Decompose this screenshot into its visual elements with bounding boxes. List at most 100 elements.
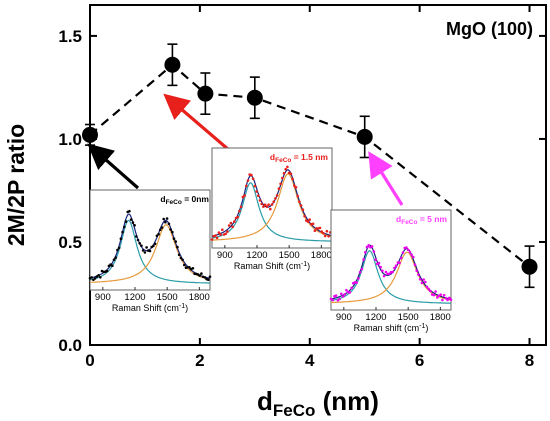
inset-data-dot [301, 208, 305, 211]
inset-data-dot [112, 258, 116, 261]
inset-data-dot [391, 270, 394, 274]
inset-data-dot [398, 261, 401, 265]
x-tick-label: 2 [195, 351, 204, 370]
inset-d-peak-fit [330, 251, 452, 304]
inset-data-dot [105, 269, 109, 273]
inset-data-dot [114, 256, 117, 259]
inset-data-dot [172, 237, 176, 240]
inset-data-dot [255, 190, 258, 193]
inset-data-dot [181, 258, 184, 262]
inset-data-dot [267, 203, 270, 206]
inset-data-dot [262, 205, 265, 208]
inset-g-peak-fit [211, 182, 332, 242]
inset-data-dot [422, 278, 425, 281]
inset-tick-label: 1800 [189, 292, 210, 303]
inset-data-dot [124, 220, 128, 223]
inset-label-sub: FeCo [166, 199, 182, 206]
inset-data-dot [377, 261, 381, 265]
inset-label-sub: FeCo [401, 219, 417, 226]
inset-data-dot [311, 222, 315, 226]
data-point [82, 126, 98, 143]
inset-data-dot [131, 221, 135, 224]
inset-data-dot [320, 230, 323, 233]
inset-data-dot [275, 194, 279, 197]
tick-labels: 0 2 4 6 8 0.0 0.5 1.0 1.5 [58, 27, 534, 370]
inset-data-dot [350, 286, 353, 290]
inset-data-dot [97, 274, 100, 277]
inset-data-dot [308, 218, 311, 221]
inset-data-dot [265, 205, 269, 208]
inset-data-dot [432, 293, 436, 297]
inset-g-peak-fit [89, 219, 210, 284]
inset-data-dot [129, 218, 133, 221]
inset-data-dot [293, 184, 296, 187]
inset-data-dot [323, 234, 327, 238]
inset-thickness-label: dFeCo = 0nm [160, 194, 209, 206]
inset-data-dot [239, 205, 243, 209]
inset-data-dot [401, 251, 405, 254]
x-axis-title-unit: (nm) [315, 386, 379, 416]
inset-data-dot [405, 246, 408, 249]
inset-data-dot [246, 179, 250, 182]
inset-thickness-label: dFeCo = 5 nm [396, 214, 447, 226]
y-tick-label: 1.0 [58, 130, 82, 149]
inset-data-dot [90, 276, 93, 279]
inset-data-dot [141, 249, 145, 252]
inset-data-dot [263, 203, 267, 206]
x-tick-label: 4 [305, 351, 315, 370]
inset-data-dot [243, 194, 246, 197]
inset-data-dot [219, 233, 222, 236]
inset-data-dot [364, 251, 367, 254]
inset-data-dot [116, 248, 119, 252]
inset-data-dot [171, 230, 174, 234]
inset-arrow-5nm [368, 151, 404, 206]
inset-data-dot [162, 217, 165, 221]
inset-data-dot [200, 272, 203, 275]
inset-frame [89, 189, 211, 291]
inset-data-dot [345, 288, 348, 292]
inset-tick-label: 900 [336, 312, 352, 323]
inset-x-label-end: ) [425, 323, 428, 333]
inset-data-dot [119, 237, 123, 240]
inset-data-dot [117, 246, 121, 250]
inset-x-label: Raman Shift (cm-1) [112, 303, 188, 313]
inset-data-dot [294, 186, 298, 189]
inset-data-dot [153, 242, 157, 246]
x-axis-title-main: d [257, 386, 273, 416]
inset-g-peak-fit [330, 250, 451, 304]
inset-x-label: Raman shift (cm-1) [354, 323, 429, 333]
inset-tick-label: 1200 [124, 292, 145, 303]
inset-data-dot [446, 298, 449, 302]
inset-x-label-text: Raman Shift (cm [112, 303, 179, 313]
x-tick-label: 0 [85, 351, 94, 370]
inset-data-dot [174, 240, 177, 243]
inset-data-dot [303, 214, 306, 218]
inset-data-dot [284, 167, 287, 171]
inset-data-dot [207, 278, 210, 281]
data-point [164, 56, 181, 73]
inset-data-dot [360, 267, 364, 271]
inset-data-dot [177, 253, 181, 257]
inset-data-dot [210, 238, 214, 241]
inset-data-dot [257, 194, 260, 197]
inset-label-main: d [396, 214, 401, 224]
inset-data-dot [417, 273, 420, 276]
inset-data-dot [128, 209, 131, 213]
x-tick-label: 8 [525, 351, 534, 370]
x-axis-title-sub: FeCo [273, 401, 316, 420]
inset-tick-label: 900 [95, 292, 111, 303]
inset-data-dot [427, 287, 430, 291]
inset-data-dot [400, 256, 403, 260]
inset-tick-label: 1500 [279, 250, 300, 261]
inset-data-dot [121, 230, 124, 234]
inset-data-dot [415, 269, 418, 272]
inset-data-dot [281, 176, 284, 180]
inset-data-dot [394, 264, 398, 267]
inset-data-dot [93, 277, 97, 280]
inset-data-dot [436, 296, 439, 299]
inset-data-dot [260, 202, 263, 206]
inset-data-dot [214, 234, 217, 237]
inset-data-dot [298, 200, 301, 203]
